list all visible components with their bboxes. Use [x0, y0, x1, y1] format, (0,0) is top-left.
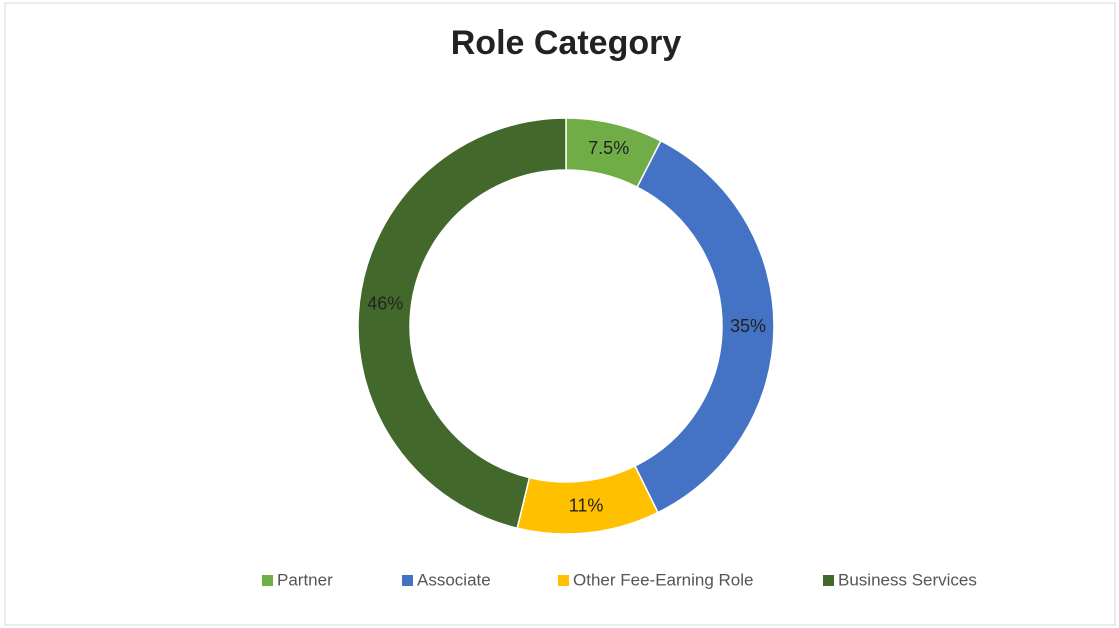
donut-slice — [633, 139, 775, 514]
legend-swatch — [558, 575, 569, 586]
data-label: 7.5% — [588, 138, 629, 158]
data-label: 35% — [730, 316, 766, 336]
data-label: 46% — [367, 293, 403, 313]
legend-label: Partner — [277, 570, 333, 589]
legend-label: Associate — [417, 570, 491, 589]
legend-label: Other Fee-Earning Role — [573, 570, 753, 589]
legend-swatch — [262, 575, 273, 586]
donut-slice — [357, 117, 567, 530]
data-label: 11% — [569, 496, 604, 516]
legend-swatch — [402, 575, 413, 586]
legend-swatch — [823, 575, 834, 586]
chart-title: Role Category — [451, 24, 682, 62]
legend-label: Business Services — [838, 570, 977, 589]
